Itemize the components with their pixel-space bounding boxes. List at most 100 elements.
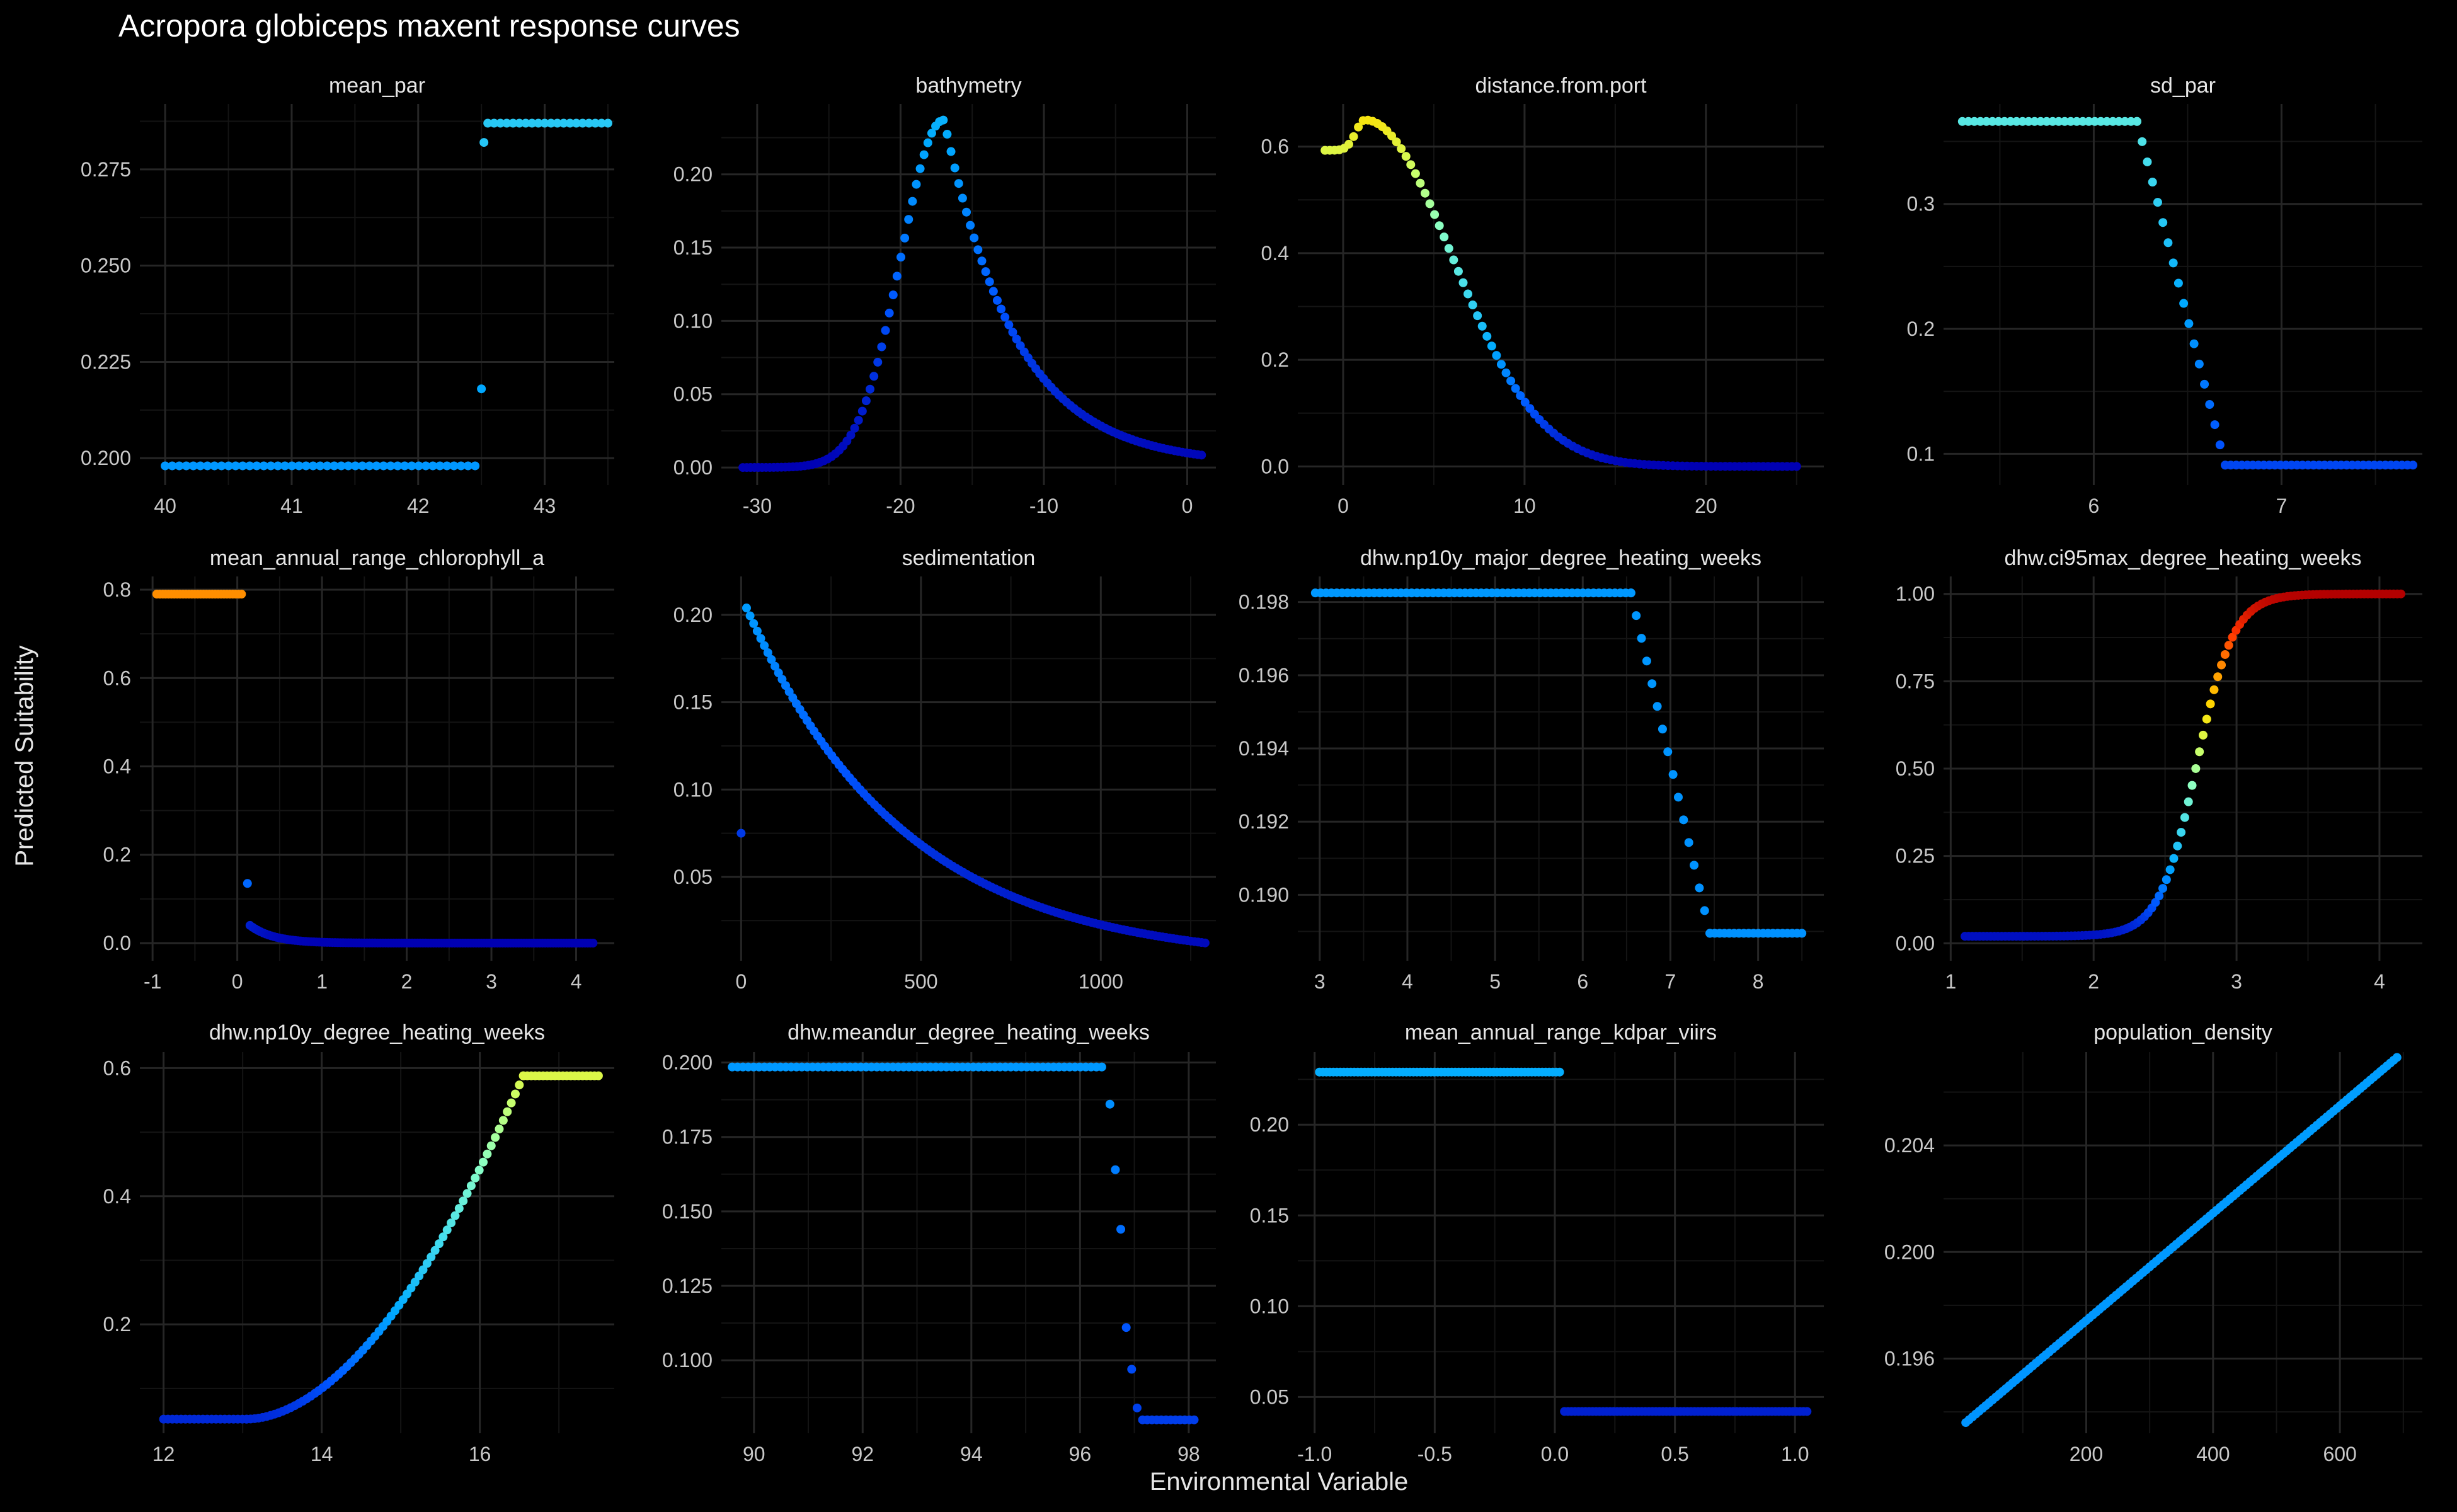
data-point — [888, 290, 898, 300]
data-point — [181, 461, 191, 471]
data-point — [1663, 747, 1673, 757]
y-tick-label: 0.05 — [673, 866, 713, 888]
data-point — [927, 129, 936, 138]
y-tick-label: 0.3 — [1907, 193, 1935, 215]
x-tick-label: 0 — [1337, 495, 1349, 517]
y-tick-label: 0.150 — [662, 1200, 713, 1223]
data-point — [534, 118, 543, 128]
x-tick-label: 400 — [2196, 1443, 2230, 1465]
y-tick-label: 0.00 — [1896, 932, 1935, 954]
y-tick-label: 0.200 — [81, 447, 131, 469]
data-point — [400, 461, 410, 471]
data-point — [1435, 221, 1444, 231]
data-points — [1315, 1067, 1812, 1416]
data-point — [435, 461, 445, 471]
data-point — [584, 118, 593, 128]
data-point — [379, 461, 388, 471]
data-point — [767, 655, 776, 664]
x-tick-label: -20 — [886, 495, 915, 517]
y-tick-label: 0.194 — [1239, 737, 1289, 760]
x-tick-label: 90 — [743, 1443, 765, 1465]
x-tick-label: 7 — [1665, 970, 1676, 993]
data-point — [490, 118, 499, 128]
y-tick-label: 0.2 — [103, 1313, 131, 1336]
data-point — [1463, 289, 1473, 299]
data-point — [491, 1133, 500, 1142]
panel-title: mean_annual_range_kdpar_viirs — [1405, 1021, 1717, 1045]
data-point — [1004, 320, 1014, 329]
x-tick-label: 8 — [1753, 970, 1764, 993]
x-tick-label: 42 — [407, 495, 430, 517]
data-point — [1792, 462, 1801, 471]
data-point — [2168, 258, 2178, 268]
data-points — [1320, 115, 1801, 471]
panel-bathymetry: -30 -20 -10 0 0.00 0.05 0.10 0.15 0.20 bathymetry — [673, 74, 1216, 517]
y-tick-label: 0.275 — [81, 158, 131, 181]
y-tick-label: 0.0 — [1261, 455, 1289, 478]
x-tick-label: 92 — [851, 1443, 874, 1465]
data-point — [900, 233, 910, 243]
y-tick-label: 0.15 — [673, 691, 713, 714]
data-point — [449, 461, 459, 471]
data-point — [2187, 781, 2197, 790]
y-tick-label: 0.4 — [103, 1185, 131, 1208]
data-point — [2179, 299, 2189, 308]
x-tick-label: 0 — [736, 970, 747, 993]
minor-gridlines — [140, 1052, 614, 1433]
data-point — [245, 461, 255, 471]
data-point — [393, 461, 403, 471]
panel-title: dhw.meandur_degree_heating_weeks — [788, 1021, 1150, 1045]
x-tick-label: -1 — [144, 970, 161, 993]
data-point — [2177, 828, 2186, 837]
data-point — [1440, 232, 1449, 242]
data-point — [1453, 266, 1463, 276]
data-point — [2215, 440, 2225, 450]
data-point — [970, 233, 979, 243]
panel-dhw-np10y-degree-heating-weeks: 12 14 16 0.2 0.4 0.6 dhw.np10y_degree_heating_… — [103, 1021, 614, 1465]
data-point — [336, 461, 346, 471]
data-point — [237, 590, 246, 599]
minor-gridlines — [1298, 576, 1824, 961]
x-tick-label: -10 — [1029, 495, 1058, 517]
data-point — [414, 461, 423, 471]
data-point — [471, 1173, 480, 1183]
y-tick-label: 0.198 — [1239, 591, 1289, 614]
data-point — [450, 1211, 460, 1220]
data-point — [1506, 376, 1516, 386]
data-point — [2153, 198, 2162, 207]
data-point — [565, 118, 575, 128]
data-point — [1406, 160, 1416, 169]
data-point — [210, 461, 219, 471]
data-point — [877, 342, 886, 352]
data-point — [861, 396, 871, 406]
data-point — [873, 357, 883, 367]
data-point — [1658, 724, 1667, 734]
y-tick-label: 0.00 — [673, 456, 713, 479]
data-point — [1511, 384, 1520, 393]
data-point — [2132, 117, 2141, 126]
minor-gridlines — [1298, 104, 1824, 485]
y-tick-label: 0.1 — [1907, 442, 1935, 465]
data-point — [479, 1157, 488, 1167]
data-point — [2213, 672, 2223, 682]
y-tick-label: 0.250 — [81, 255, 131, 277]
data-point — [1673, 793, 1683, 802]
y-tick-label: 0.2 — [1907, 318, 1935, 340]
x-tick-label: 20 — [1695, 495, 1717, 517]
data-point — [503, 1107, 512, 1116]
y-tick-label: 0.204 — [1884, 1134, 1935, 1157]
minor-gridlines — [1944, 104, 2422, 485]
data-points — [728, 1062, 1199, 1424]
panel-mean-annual-range-chlorophyll-a: -1 0 1 2 3 4 0.0 0.2 0.4 0.6 0.8 mean_annual_range_… — [103, 546, 614, 993]
data-point — [597, 118, 606, 128]
data-point — [770, 662, 780, 671]
data-point — [2194, 359, 2204, 369]
panel-distance-from-port: 0 10 20 0.0 0.2 0.4 0.6 distance.from.port — [1261, 74, 1824, 517]
data-point — [981, 267, 990, 277]
minor-gridlines — [1944, 1052, 2422, 1433]
panel-grid: 40 41 42 430.2000.2250.2500.275mean_par-30-… — [81, 74, 2422, 1465]
data-point — [1444, 244, 1453, 253]
data-points — [736, 604, 1210, 948]
data-point — [850, 423, 859, 433]
data-point — [892, 272, 902, 281]
